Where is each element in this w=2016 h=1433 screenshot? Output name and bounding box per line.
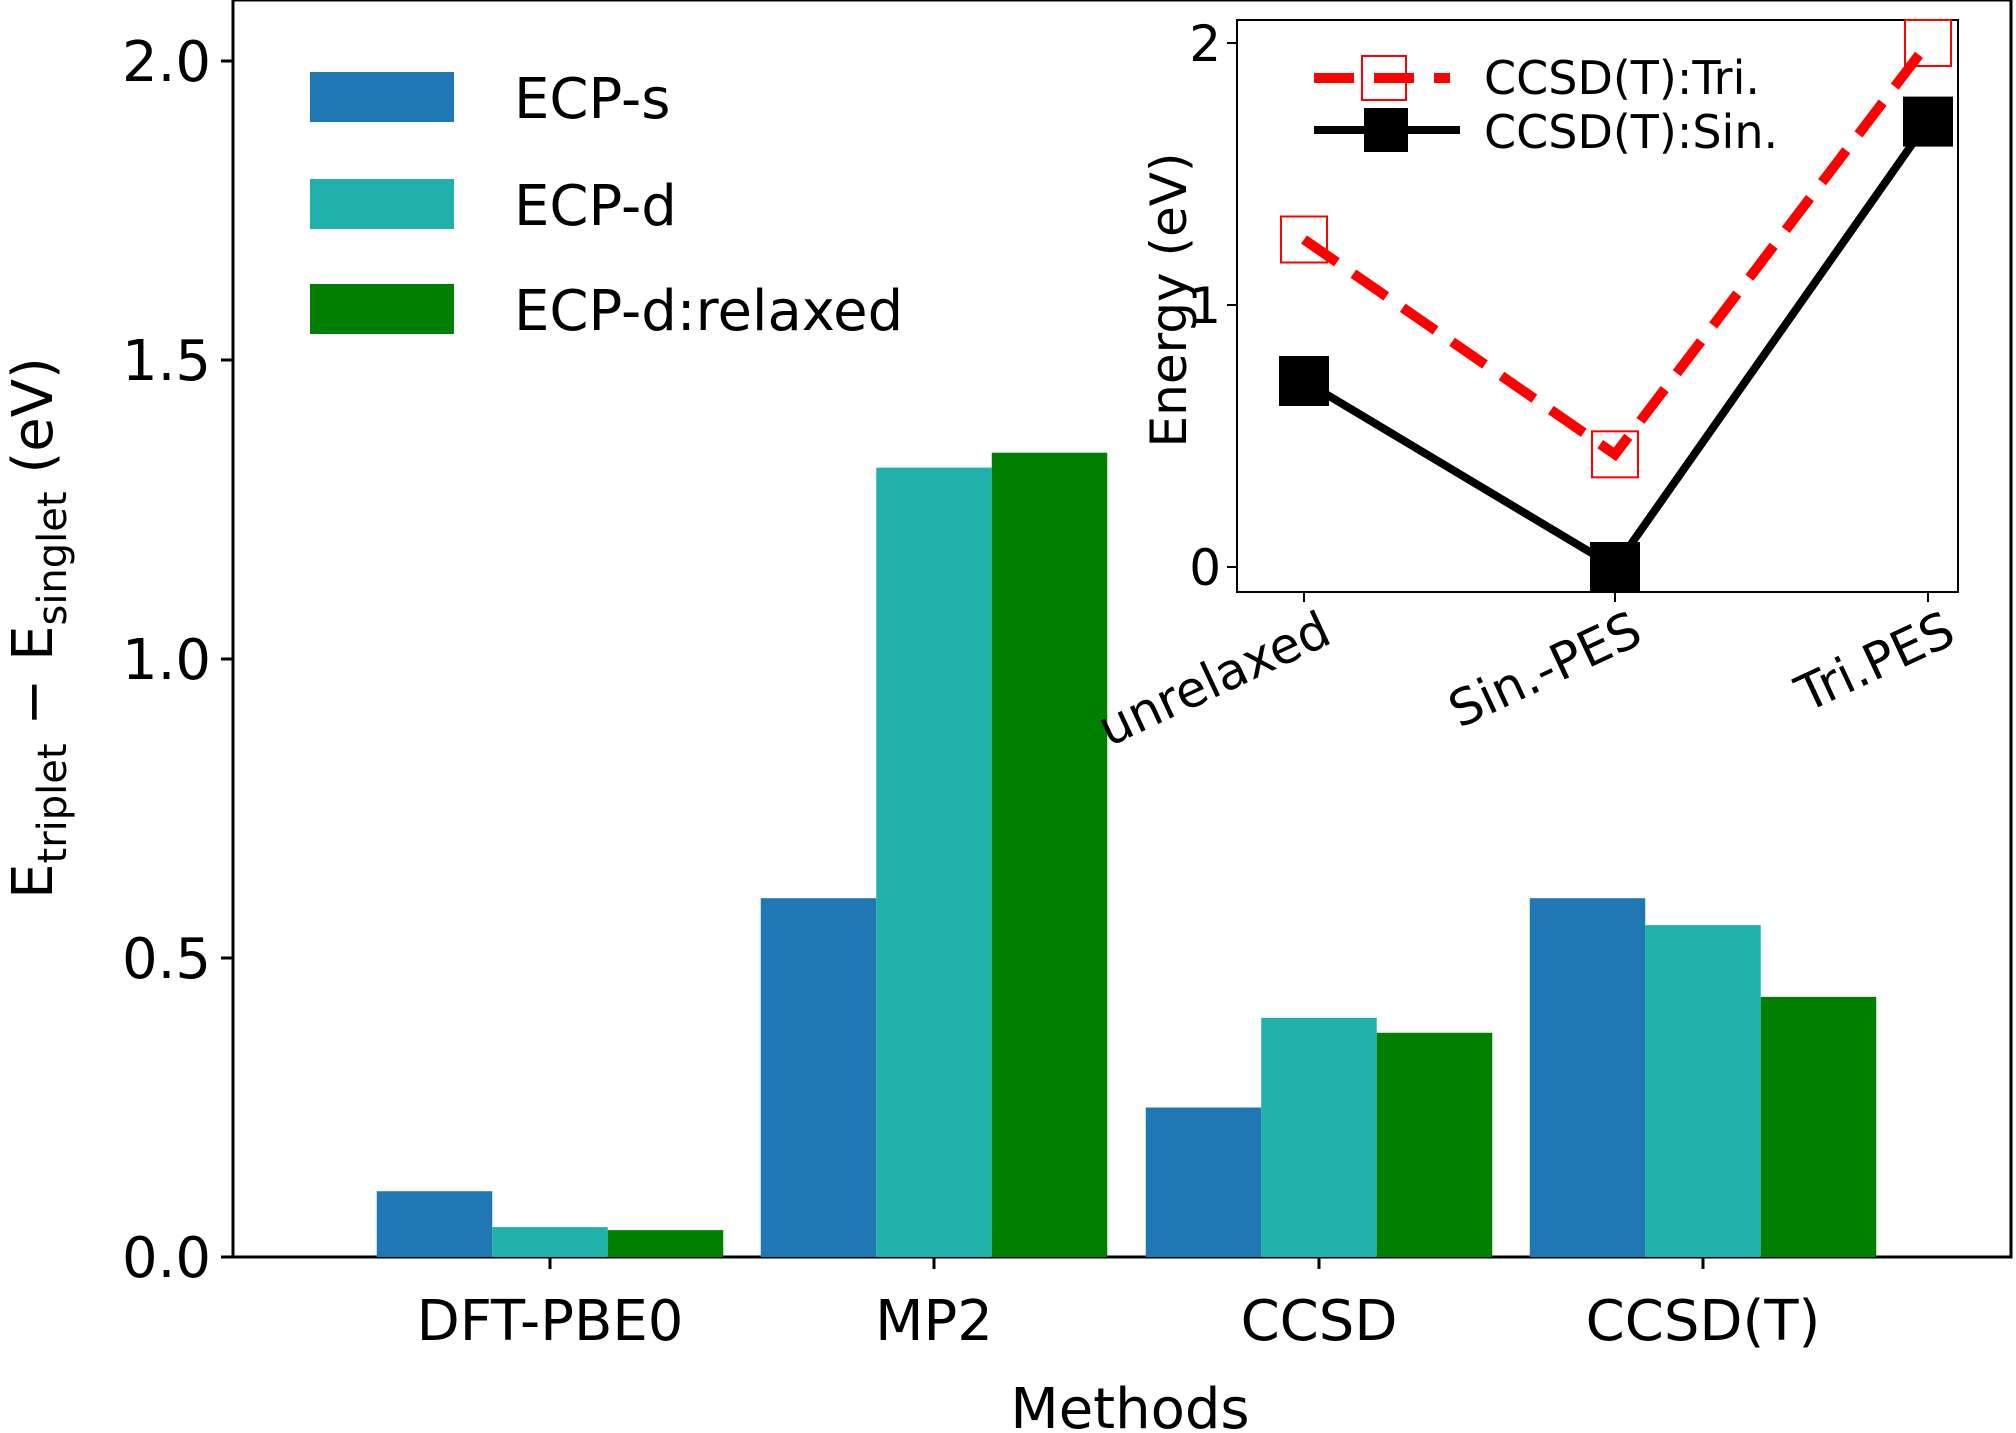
y-tick-label: 1.5 [122,329,211,394]
legend-item-ecp-d: ECP-d [310,174,677,239]
main-x-ticks: DFT-PBE0 MP2 CCSD CCSD(T) [417,1257,1821,1354]
legend-label-ecp-d-relaxed: ECP-d:relaxed [514,279,903,344]
inset-line-ccsd-t-tri [1301,39,1932,462]
inset-y-tick-label: 2 [1189,15,1221,73]
x-tick-label: CCSD(T) [1586,1289,1821,1354]
inset-legend-item-tri: CCSD(T):Tri. [1314,51,1760,105]
inset-plot-background [1236,19,1959,593]
y-tick-label: 0.0 [122,1226,211,1291]
y-title-e: E [1,863,66,898]
inset-y-tick-label: 0 [1189,539,1221,597]
inset-y-axis-title: Energy (eV) [1140,153,1198,448]
inset-point-ccsd-t-tri [1280,215,1328,264]
legend-label-ecp-s: ECP-s [514,67,670,132]
legend-item-ecp-s: ECP-s [310,67,670,132]
y-tick-label: 2.0 [122,30,211,95]
y-title-minus-e: − E [1,626,66,744]
legend-swatch-ecp-d [310,179,454,229]
inset-legend-marker-sin [1364,108,1408,152]
x-tick-label: DFT-PBE0 [417,1289,684,1354]
main-y-ticks: 0.0 0.5 1.0 1.5 2.0 [122,30,233,1291]
main-y-axis-title: Etriplet − Esinglet (eV) [1,357,76,899]
bar-dft-pbe0-ecp-d-relaxed [607,1230,724,1257]
bar-ccsd-t-ecp-d [1645,925,1761,1257]
bar-ccsd-ecp-d [1261,1017,1377,1257]
bar-ccsd-ecp-d-relaxed [1376,1032,1493,1257]
inset-point-ccsd-t-sin [1590,542,1640,592]
y-tick-label: 1.0 [122,628,211,693]
inset-legend: CCSD(T):Tri. CCSD(T):Sin. [1314,51,1778,159]
y-tick-label: 0.5 [122,927,211,992]
bar-ccsd-t-ecp-s [1529,898,1646,1257]
legend-swatch-ecp-s [310,72,454,122]
inset-legend-marker-tri [1361,55,1407,101]
inset-lines [1279,19,1953,592]
y-title-sub-triplet: triplet [30,743,76,863]
inset-point-ccsd-t-sin [1903,96,1953,147]
inset-legend-item-sin: CCSD(T):Sin. [1314,105,1778,159]
bar-mp2-ecp-d [876,467,992,1257]
inset-x-ticks: unrelaxed Sin.-PES Tri.PES [1089,592,1963,758]
inset-point-ccsd-t-tri [1591,430,1639,479]
main-x-axis-title: Methods [1010,1377,1249,1433]
main-bars [376,452,1877,1257]
inset-x-tick-label: Sin.-PES [1440,600,1650,739]
bar-ccsd-ecp-s [1145,1107,1262,1257]
bar-ccsd-t-ecp-d-relaxed [1760,996,1877,1257]
inset-legend-label-sin: CCSD(T):Sin. [1484,105,1778,159]
bar-mp2-ecp-d-relaxed [991,452,1108,1257]
bar-mp2-ecp-s [760,898,877,1257]
inset-x-tick-label: Tri.PES [1786,600,1963,724]
inset-y-tick-label: 1 [1189,277,1221,335]
y-title-unit: (eV) [1,357,66,491]
y-title-sub-singlet: singlet [30,491,76,625]
x-tick-label: MP2 [875,1289,993,1354]
bar-dft-pbe0-ecp-s [376,1191,493,1257]
inset-point-ccsd-t-tri [1904,19,1952,67]
main-plot-frame [231,0,2013,1259]
inset-line-chart: 0 1 2 unrelaxed Sin.-PES Tri.PES Energy (eV)… [1089,15,1963,758]
legend-label-ecp-d: ECP-d [514,174,677,239]
inset-point-ccsd-t-sin [1279,355,1329,406]
x-tick-label: CCSD [1241,1289,1398,1354]
legend-item-ecp-d-relaxed: ECP-d:relaxed [310,279,903,344]
inset-x-tick-label: unrelaxed [1089,600,1339,758]
legend-swatch-ecp-d-relaxed [310,284,454,334]
bar-dft-pbe0-ecp-d [492,1227,608,1257]
inset-y-ticks: 0 1 2 [1189,15,1237,597]
inset-legend-label-tri: CCSD(T):Tri. [1484,51,1760,105]
main-legend: ECP-s ECP-d ECP-d:relaxed [310,67,903,344]
